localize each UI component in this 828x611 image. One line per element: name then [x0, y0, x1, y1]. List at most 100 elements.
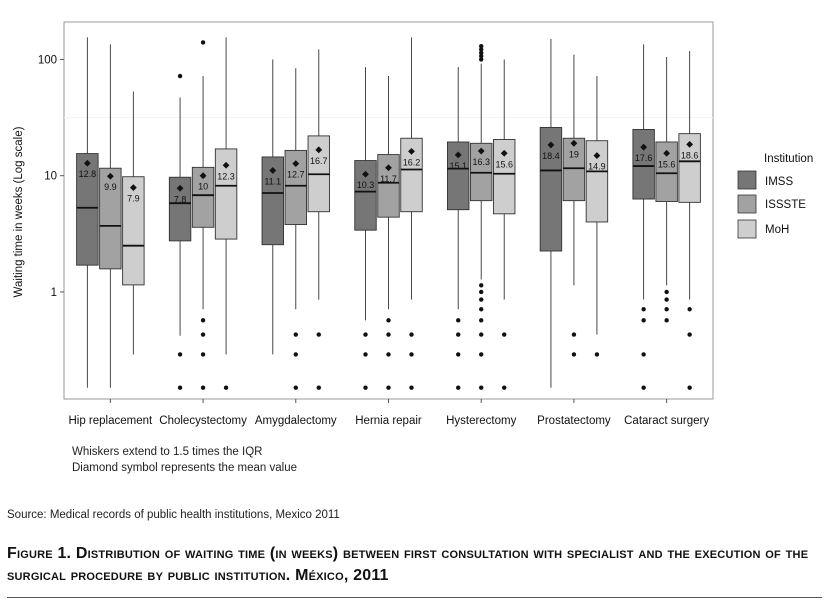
box-issste-hernia-repair: 11.7 [377, 76, 400, 390]
x-tick-label-prostatectomy: Prostatectomy [537, 415, 611, 427]
outlier-moh-cataract-surgery-1 [687, 332, 692, 337]
mean-diamond-imss-amygdalectomy [269, 167, 277, 174]
x-tick-label-cholecystectomy: Cholecystectomy [159, 415, 247, 427]
mean-diamond-imss-hip-replacement [83, 159, 91, 167]
outlier-issste-cataract-surgery-3 [664, 289, 669, 295]
outlier-issste-hernia-repair-1 [386, 352, 391, 357]
box-moh-hip-replacement: 7.9 [122, 91, 145, 355]
mean-label-imss-cholecystectomy: 7.8 [174, 194, 187, 204]
outlier-imss-cataract-surgery-1 [641, 352, 646, 357]
box-issste-cataract-surgery: 15.6 [655, 56, 678, 323]
legend-label-issste: ISSSTE [765, 199, 806, 211]
outlier-imss-hysterectomy-3 [456, 318, 461, 323]
outlier-issste-hysterectomy-7 [479, 283, 484, 288]
outlier-issste-cholecystectomy-0 [200, 385, 206, 390]
mean-label-imss-amygdalectomy: 11.1 [264, 176, 281, 186]
outlier-imss-cholecystectomy-2 [177, 73, 183, 79]
outlier-issste-prostatectomy-1 [571, 332, 577, 337]
outlier-moh-cholecystectomy-0 [223, 385, 229, 390]
mean-diamond-issste-cholecystectomy [199, 172, 207, 180]
mean-label-moh-cholecystectomy: 12.3 [217, 171, 235, 181]
box-issste-amygdalectomy: 12.7 [284, 68, 307, 390]
y-axis-label: Waiting time in weeks (Log scale) [13, 126, 25, 297]
outlier-moh-cataract-surgery-0 [687, 385, 692, 390]
outlier-imss-hysterectomy-0 [456, 385, 461, 390]
mean-diamond-issste-hysterectomy [477, 147, 485, 155]
box-issste-hysterectomy: 16.3 [470, 44, 493, 390]
mean-label-moh-hysterectomy: 15.6 [495, 159, 513, 169]
box-moh-cataract-surgery: 18.6 [678, 51, 701, 390]
mean-label-issste-hysterectomy: 16.3 [472, 157, 490, 167]
iqr-box-issste-cholecystectomy [191, 166, 215, 228]
mean-diamond-moh-hernia-repair [408, 147, 415, 155]
outlier-issste-amygdalectomy-2 [293, 332, 298, 337]
iqr-box-imss-hip-replacement [76, 153, 99, 266]
iqr-box-imss-hernia-repair [354, 160, 377, 231]
mean-diamond-imss-cataract-surgery [640, 143, 648, 151]
outlier-issste-hernia-repair-3 [386, 318, 391, 323]
box-imss-hernia-repair: 10.3 [354, 67, 377, 390]
outlier-imss-hernia-repair-1 [363, 352, 368, 357]
mean-note: Diamond symbol represents the mean value [72, 462, 298, 474]
outlier-moh-hernia-repair-2 [409, 332, 414, 337]
iqr-box-issste-cataract-surgery [655, 141, 678, 202]
outlier-issste-cholecystectomy-2 [200, 332, 206, 337]
outlier-issste-amygdalectomy-1 [293, 352, 298, 357]
mean-diamond-issste-hernia-repair [385, 164, 392, 172]
iqr-box-moh-hip-replacement [122, 176, 145, 286]
boxplot-chart: 12.89.97.9 7.81012.311.112.716.710.311.71… [13, 21, 813, 427]
figure-caption: Figure 1. Distribution of waiting time (… [7, 545, 809, 584]
outlier-issste-hysterectomy-1 [479, 352, 484, 357]
iqr-box-moh-hernia-repair [400, 137, 423, 213]
outlier-issste-cataract-surgery-0 [664, 318, 669, 323]
outlier-issste-cataract-surgery-1 [664, 307, 669, 312]
outlier-imss-hernia-repair-2 [363, 332, 368, 337]
mean-label-issste-amygdalectomy: 12.7 [287, 170, 305, 180]
y-tick-label-10: 10 [44, 171, 57, 183]
outlier-issste-hysterectomy-2 [479, 332, 484, 337]
mean-diamond-moh-hysterectomy [500, 149, 508, 157]
outlier-moh-amygdalectomy-1 [316, 332, 321, 337]
mean-label-issste-cataract-surgery: 15.6 [658, 159, 676, 169]
mean-label-moh-cataract-surgery: 18.6 [681, 150, 699, 160]
mean-label-imss-cataract-surgery: 17.6 [635, 153, 653, 163]
box-issste-prostatectomy: 19 [562, 54, 586, 357]
outlier-imss-cholecystectomy-0 [177, 385, 183, 390]
iqr-box-issste-hip-replacement [99, 167, 122, 270]
iqr-box-imss-cataract-surgery [632, 128, 655, 200]
mean-label-moh-hip-replacement: 7.9 [127, 194, 140, 204]
mean-label-moh-amygdalectomy: 16.7 [310, 156, 328, 166]
legend: Institution IMSS ISSSTE MoH [737, 153, 813, 239]
legend-label-imss: IMSS [765, 176, 793, 188]
mean-diamond-issste-amygdalectomy [292, 160, 300, 168]
mean-label-imss-hernia-repair: 10.3 [357, 180, 375, 190]
outlier-imss-hernia-repair-0 [363, 385, 368, 390]
box-imss-cholecystectomy: 7.8 [168, 73, 192, 390]
outlier-imss-cholecystectomy-1 [177, 352, 183, 357]
box-imss-hip-replacement: 12.8 [76, 37, 99, 388]
source-note: Source: Medical records of public health… [7, 509, 340, 521]
outlier-issste-hysterectomy-6 [479, 289, 484, 295]
box-moh-hysterectomy: 15.6 [493, 59, 516, 390]
box-moh-cholecystectomy: 12.3 [214, 37, 238, 390]
outlier-moh-amygdalectomy-0 [316, 385, 321, 390]
legend-title: Institution [764, 153, 813, 165]
x-tick-label-hernia-repair: Hernia repair [355, 415, 422, 427]
outlier-moh-hernia-repair-0 [409, 385, 414, 390]
mean-diamond-imss-hysterectomy [454, 151, 462, 159]
box-moh-hernia-repair: 16.2 [400, 37, 423, 390]
x-tick-label-hysterectomy: Hysterectomy [446, 415, 517, 427]
outlier-issste-cholecystectomy-1 [200, 352, 206, 357]
outlier-moh-hysterectomy-0 [502, 385, 507, 390]
outlier-moh-cataract-surgery-2 [687, 307, 692, 312]
box-issste-hip-replacement: 9.9 [99, 44, 122, 388]
outlier-issste-hysterectomy-0 [479, 385, 484, 390]
iqr-box-issste-prostatectomy [562, 137, 586, 202]
outlier-moh-hernia-repair-1 [409, 352, 414, 357]
iqr-box-moh-hysterectomy [493, 139, 516, 215]
iqr-box-issste-amygdalectomy [284, 149, 307, 226]
legend-swatch-imss [737, 170, 757, 190]
x-tick-label-hip-replacement: Hip replacement [68, 415, 153, 427]
iqr-box-imss-amygdalectomy [261, 156, 284, 246]
outlier-issste-prostatectomy-0 [571, 352, 577, 357]
